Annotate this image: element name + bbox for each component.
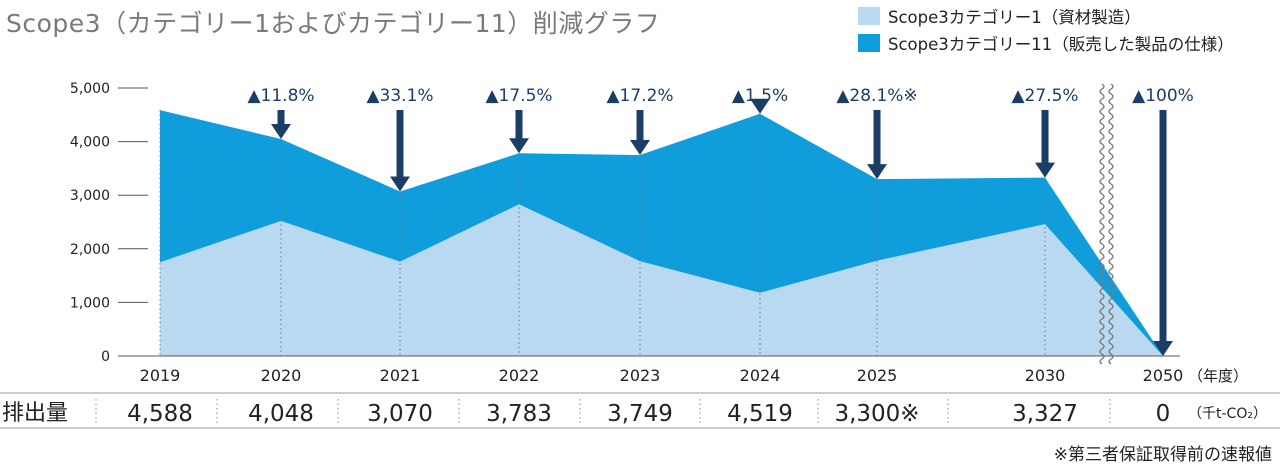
emissions-row-label: 排出量 bbox=[2, 401, 68, 426]
emissions-value-2050: 0 bbox=[1156, 401, 1171, 427]
reduction-arrow-head-2050 bbox=[1153, 341, 1173, 356]
reduction-arrow-shaft-2030 bbox=[1041, 110, 1049, 164]
y-tick-label: 2,000 bbox=[70, 242, 110, 258]
reduction-arrow-head-2023 bbox=[630, 140, 650, 156]
x-tick-label-2019: 2019 bbox=[140, 366, 181, 385]
reduction-arrow-head-2020 bbox=[271, 124, 291, 140]
x-tick-label-2023: 2023 bbox=[620, 366, 661, 385]
legend-item-category11: Scope3カテゴリー11（販売した製品の仕様） bbox=[858, 29, 1234, 56]
reduction-arrow-shaft-2022 bbox=[515, 110, 523, 140]
reduction-label-2030: ▲27.5% bbox=[1011, 86, 1078, 106]
reduction-arrow-head-2030 bbox=[1035, 162, 1055, 178]
chart-legend: Scope3カテゴリー1（資材製造） Scope3カテゴリー11（販売した製品の… bbox=[858, 2, 1234, 56]
x-axis-unit: （年度） bbox=[1188, 367, 1248, 385]
footnote: ※第三者保証取得前の速報値 bbox=[1053, 445, 1272, 465]
emissions-value-2023: 3,749 bbox=[607, 401, 673, 427]
reduction-label-2025: ▲28.1%※ bbox=[836, 86, 917, 106]
reduction-arrow-shaft-2021 bbox=[396, 110, 404, 178]
reduction-arrow-head-2021 bbox=[390, 176, 410, 192]
reduction-label-2024: ▲1.5% bbox=[732, 86, 788, 106]
y-tick-label: 3,000 bbox=[70, 188, 110, 204]
emissions-unit: （千t-CO₂） bbox=[1188, 406, 1267, 422]
legend-item-category1: Scope3カテゴリー1（資材製造） bbox=[858, 2, 1234, 29]
legend-label-category11: Scope3カテゴリー11（販売した製品の仕様） bbox=[888, 34, 1234, 54]
x-tick-label-2020: 2020 bbox=[261, 366, 302, 385]
emissions-value-2019: 4,588 bbox=[127, 401, 193, 427]
y-tick-label: 0 bbox=[101, 349, 110, 365]
axis-break-line-1 bbox=[1099, 83, 1105, 365]
y-tick-label: 4,000 bbox=[70, 135, 110, 151]
reduction-label-2023: ▲17.2% bbox=[606, 86, 673, 106]
axis-break-line-2 bbox=[1108, 83, 1114, 365]
x-tick-label-2022: 2022 bbox=[499, 366, 540, 385]
reduction-label-2050: ▲100% bbox=[1132, 86, 1194, 106]
y-tick-label: 1,000 bbox=[70, 295, 110, 311]
reduction-arrow-shaft-2023 bbox=[636, 110, 644, 142]
x-tick-label-2050: 2050 bbox=[1143, 366, 1184, 385]
chart-title: Scope3（カテゴリー1およびカテゴリー11）削減グラフ bbox=[6, 9, 661, 38]
legend-swatch-category11 bbox=[858, 33, 880, 52]
x-tick-label-2024: 2024 bbox=[740, 366, 781, 385]
reduction-label-2020: ▲11.8% bbox=[247, 86, 314, 106]
reduction-arrow-shaft-2025 bbox=[873, 110, 881, 166]
y-tick-label: 5,000 bbox=[70, 81, 110, 97]
area-category1 bbox=[160, 204, 1163, 356]
reduction-arrow-shaft-2050 bbox=[1159, 110, 1167, 342]
reduction-arrow-shaft-2020 bbox=[277, 110, 285, 126]
reduction-arrow-head-2022 bbox=[509, 138, 529, 154]
x-tick-label-2025: 2025 bbox=[857, 366, 898, 385]
reduction-arrow-head-2025 bbox=[867, 164, 887, 180]
reduction-label-2021: ▲33.1% bbox=[366, 86, 433, 106]
legend-label-category1: Scope3カテゴリー1（資材製造） bbox=[888, 7, 1141, 27]
x-tick-label-2021: 2021 bbox=[380, 366, 421, 385]
legend-swatch-category1 bbox=[858, 6, 880, 25]
emissions-value-2030: 3,327 bbox=[1012, 401, 1078, 427]
emissions-value-2020: 4,048 bbox=[248, 401, 314, 427]
emissions-value-2025: 3,300※ bbox=[834, 401, 919, 427]
emissions-value-2022: 3,783 bbox=[486, 401, 552, 427]
emissions-value-2021: 3,070 bbox=[367, 401, 433, 427]
reduction-label-2022: ▲17.5% bbox=[485, 86, 552, 106]
x-tick-label-2030: 2030 bbox=[1025, 366, 1066, 385]
reduction-arrow-head-2024 bbox=[750, 98, 770, 114]
emissions-value-2024: 4,519 bbox=[727, 401, 793, 427]
